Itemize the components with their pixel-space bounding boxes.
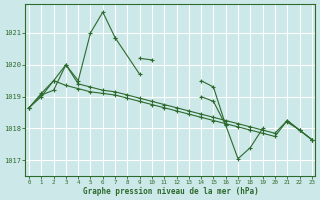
X-axis label: Graphe pression niveau de la mer (hPa): Graphe pression niveau de la mer (hPa) — [83, 187, 258, 196]
